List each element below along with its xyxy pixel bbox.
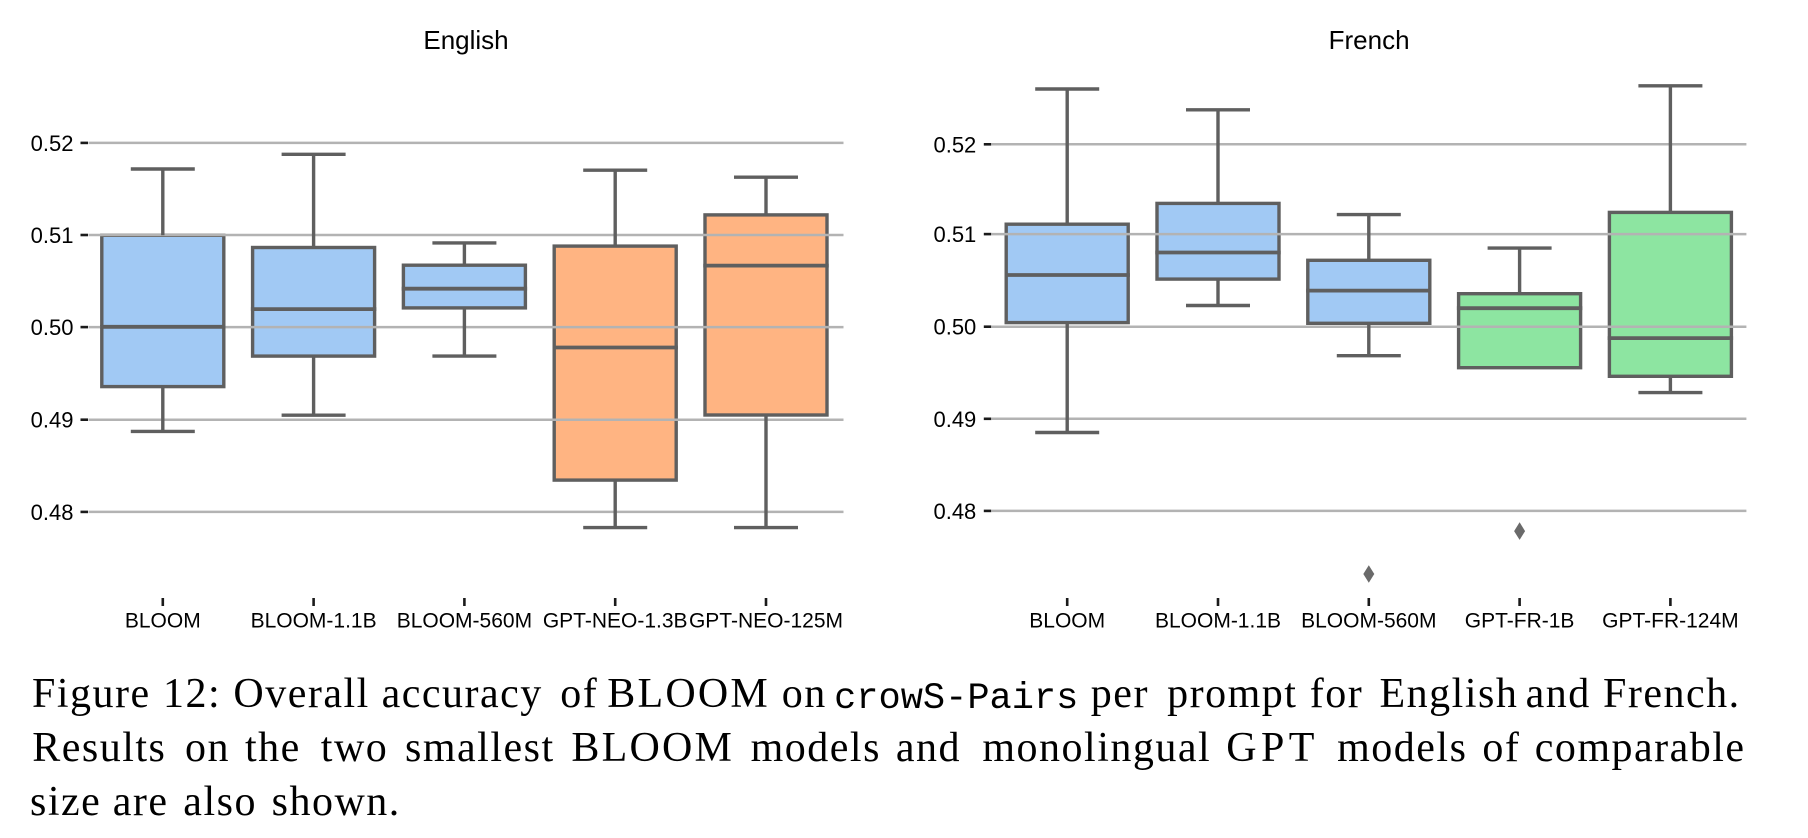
svg-text:English: English bbox=[423, 25, 508, 55]
svg-text:0.48: 0.48 bbox=[933, 499, 976, 524]
svg-text:BLOOM: BLOOM bbox=[1029, 610, 1105, 633]
svg-text:0.49: 0.49 bbox=[933, 407, 976, 432]
svg-text:0.52: 0.52 bbox=[31, 131, 74, 156]
svg-text:0.48: 0.48 bbox=[31, 500, 74, 525]
svg-text:GPT-FR-1B: GPT-FR-1B bbox=[1465, 610, 1575, 633]
svg-text:0.51: 0.51 bbox=[933, 222, 976, 247]
svg-text:GPT-FR-124M: GPT-FR-124M bbox=[1602, 610, 1739, 633]
svg-text:BLOOM-1.1B: BLOOM-1.1B bbox=[251, 610, 377, 633]
svg-text:BLOOM-560M: BLOOM-560M bbox=[1301, 610, 1436, 633]
svg-text:0.49: 0.49 bbox=[31, 408, 74, 433]
svg-text:0.50: 0.50 bbox=[933, 315, 976, 340]
svg-text:GPT-NEO-125M: GPT-NEO-125M bbox=[689, 610, 843, 633]
svg-text:French: French bbox=[1329, 25, 1410, 55]
svg-text:BLOOM-560M: BLOOM-560M bbox=[397, 610, 532, 633]
svg-text:BLOOM: BLOOM bbox=[125, 610, 201, 633]
svg-text:GPT-NEO-1.3B: GPT-NEO-1.3B bbox=[543, 610, 688, 633]
svg-text:0.51: 0.51 bbox=[31, 223, 74, 248]
svg-text:0.50: 0.50 bbox=[31, 315, 74, 340]
svg-text:0.52: 0.52 bbox=[933, 132, 976, 157]
svg-text:BLOOM-1.1B: BLOOM-1.1B bbox=[1155, 610, 1281, 633]
